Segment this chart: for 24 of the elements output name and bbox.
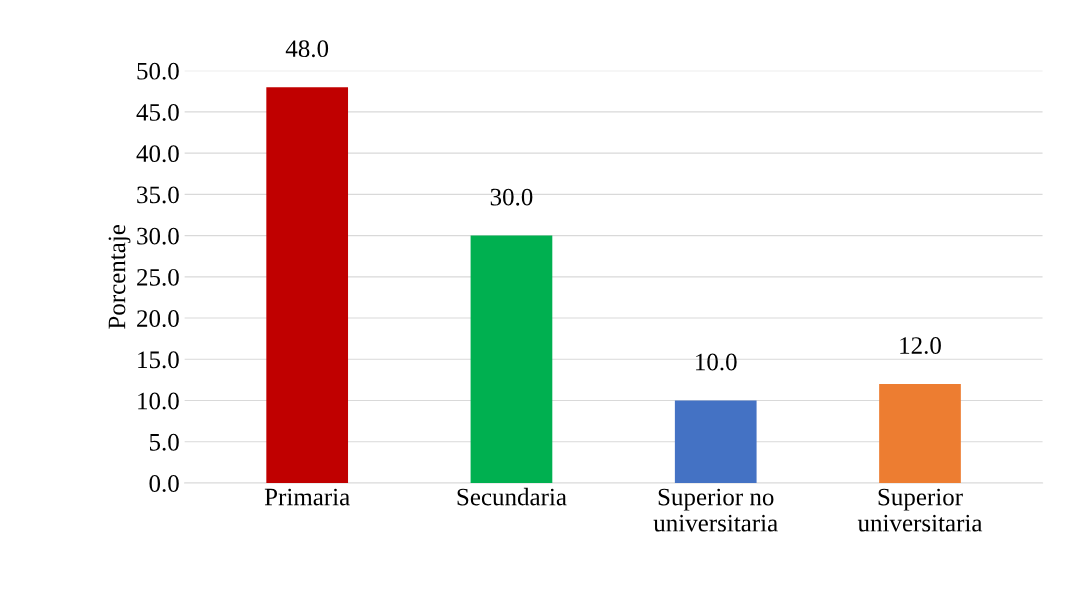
x-tick-label: Superior universitaria	[857, 488, 983, 532]
y-tick-label: 0.0	[149, 475, 179, 493]
y-tick-label: 45.0	[136, 103, 179, 121]
y-axis-title: Porcentaje	[108, 224, 131, 329]
x-tick-label: Primaria	[264, 488, 350, 506]
bar	[470, 235, 553, 483]
y-tick-label: 35.0	[137, 186, 179, 204]
y-tick-label: 20.0	[137, 310, 179, 328]
bar	[266, 87, 349, 483]
y-tick-label: 25.0	[137, 268, 179, 286]
y-tick-label: 30.0	[137, 227, 179, 245]
y-tick-label: 10.0	[138, 392, 179, 410]
bar	[674, 400, 757, 483]
x-tick-label: Secundaria	[457, 487, 567, 506]
y-tick-label: 40.0	[136, 145, 179, 163]
data-label: 12.0	[900, 337, 941, 355]
data-label: 48.0	[285, 40, 329, 58]
data-label: 30.0	[490, 188, 533, 206]
data-label: 10.0	[696, 353, 737, 371]
y-tick-label: 50.0	[137, 62, 179, 80]
bar	[879, 384, 961, 483]
x-tick-label: Superior no universitaria	[653, 488, 778, 532]
y-tick-label: 15.0	[138, 351, 179, 369]
y-tick-label: 5.0	[149, 433, 179, 451]
